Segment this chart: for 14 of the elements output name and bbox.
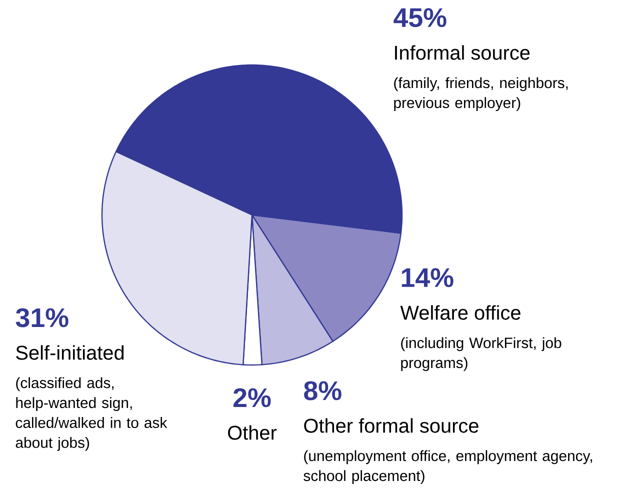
data-label: 14% <box>402 268 454 288</box>
text: (including WorkFirst, job programs) <box>401 337 562 372</box>
text: (family, friends, neighbors, previous employer) <box>394 77 568 112</box>
slice-label: Self-initiated <box>16 345 124 360</box>
slice-label: Other <box>228 425 277 440</box>
text: (classified ads, help-wanted sign, called/walked in to ask about jobs) <box>16 377 168 451</box>
slice-label: Informal source <box>395 45 530 60</box>
slice-label: Welfare office <box>400 305 520 320</box>
data-label: 31% <box>16 308 68 328</box>
text: (unemployment office, employment agency, school placement) <box>304 450 592 484</box>
data-label: 45% <box>394 8 446 28</box>
slice-label: Other formal source <box>304 418 478 433</box>
data-label: 2% <box>234 388 271 408</box>
data-label: 8% <box>304 381 342 400</box>
